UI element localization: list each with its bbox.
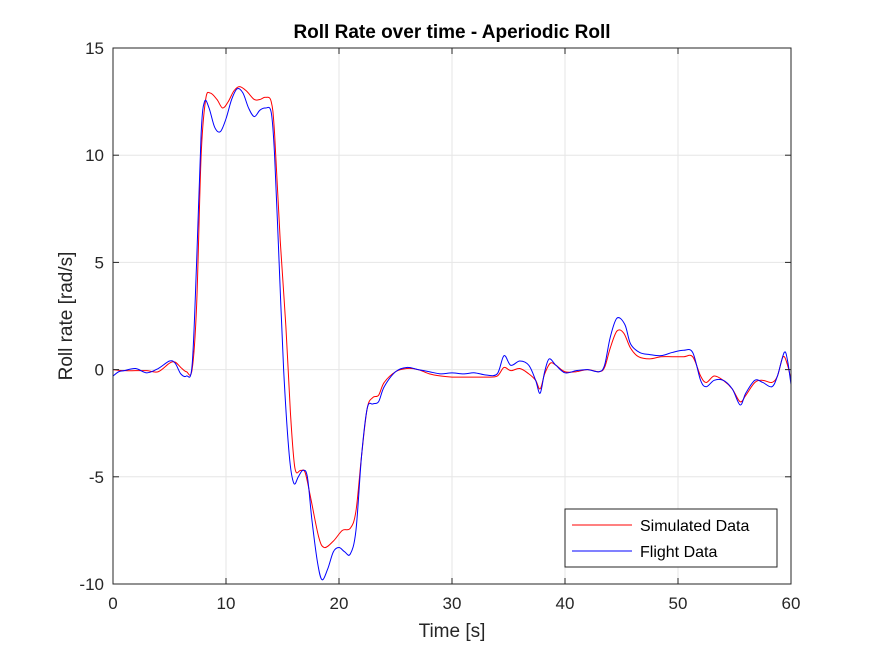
legend: Simulated Data Flight Data [564, 508, 778, 568]
axis-ticks: 0 10 20 30 40 50 60 -10 -5 0 5 10 15 [79, 39, 800, 613]
chart-title: Roll Rate over time - Aperiodic Roll [293, 22, 610, 43]
y-tick-label: -5 [89, 468, 104, 487]
x-tick-label: 40 [556, 594, 575, 613]
y-tick-label: 10 [85, 146, 104, 165]
series-lines [112, 86, 792, 581]
x-tick-label: 10 [217, 594, 236, 613]
x-tick-label: 50 [669, 594, 688, 613]
y-tick-label: 15 [85, 39, 104, 58]
x-tick-label: 30 [443, 594, 462, 613]
series-line-simulated-data [112, 86, 792, 549]
series-line-flight-data [112, 87, 792, 581]
y-tick-label: -10 [79, 575, 104, 594]
legend-box [564, 508, 778, 568]
y-axis-label: Roll rate [rad/s] [56, 252, 77, 381]
x-tick-label: 20 [330, 594, 349, 613]
y-tick-label: 0 [95, 361, 104, 380]
x-tick-label: 60 [782, 594, 801, 613]
legend-entry-flight: Flight Data [640, 544, 717, 561]
legend-entry-simulated: Simulated Data [640, 518, 749, 535]
x-tick-label: 0 [108, 594, 117, 613]
y-tick-label: 5 [95, 253, 104, 272]
x-axis-label: Time [s] [419, 621, 486, 642]
